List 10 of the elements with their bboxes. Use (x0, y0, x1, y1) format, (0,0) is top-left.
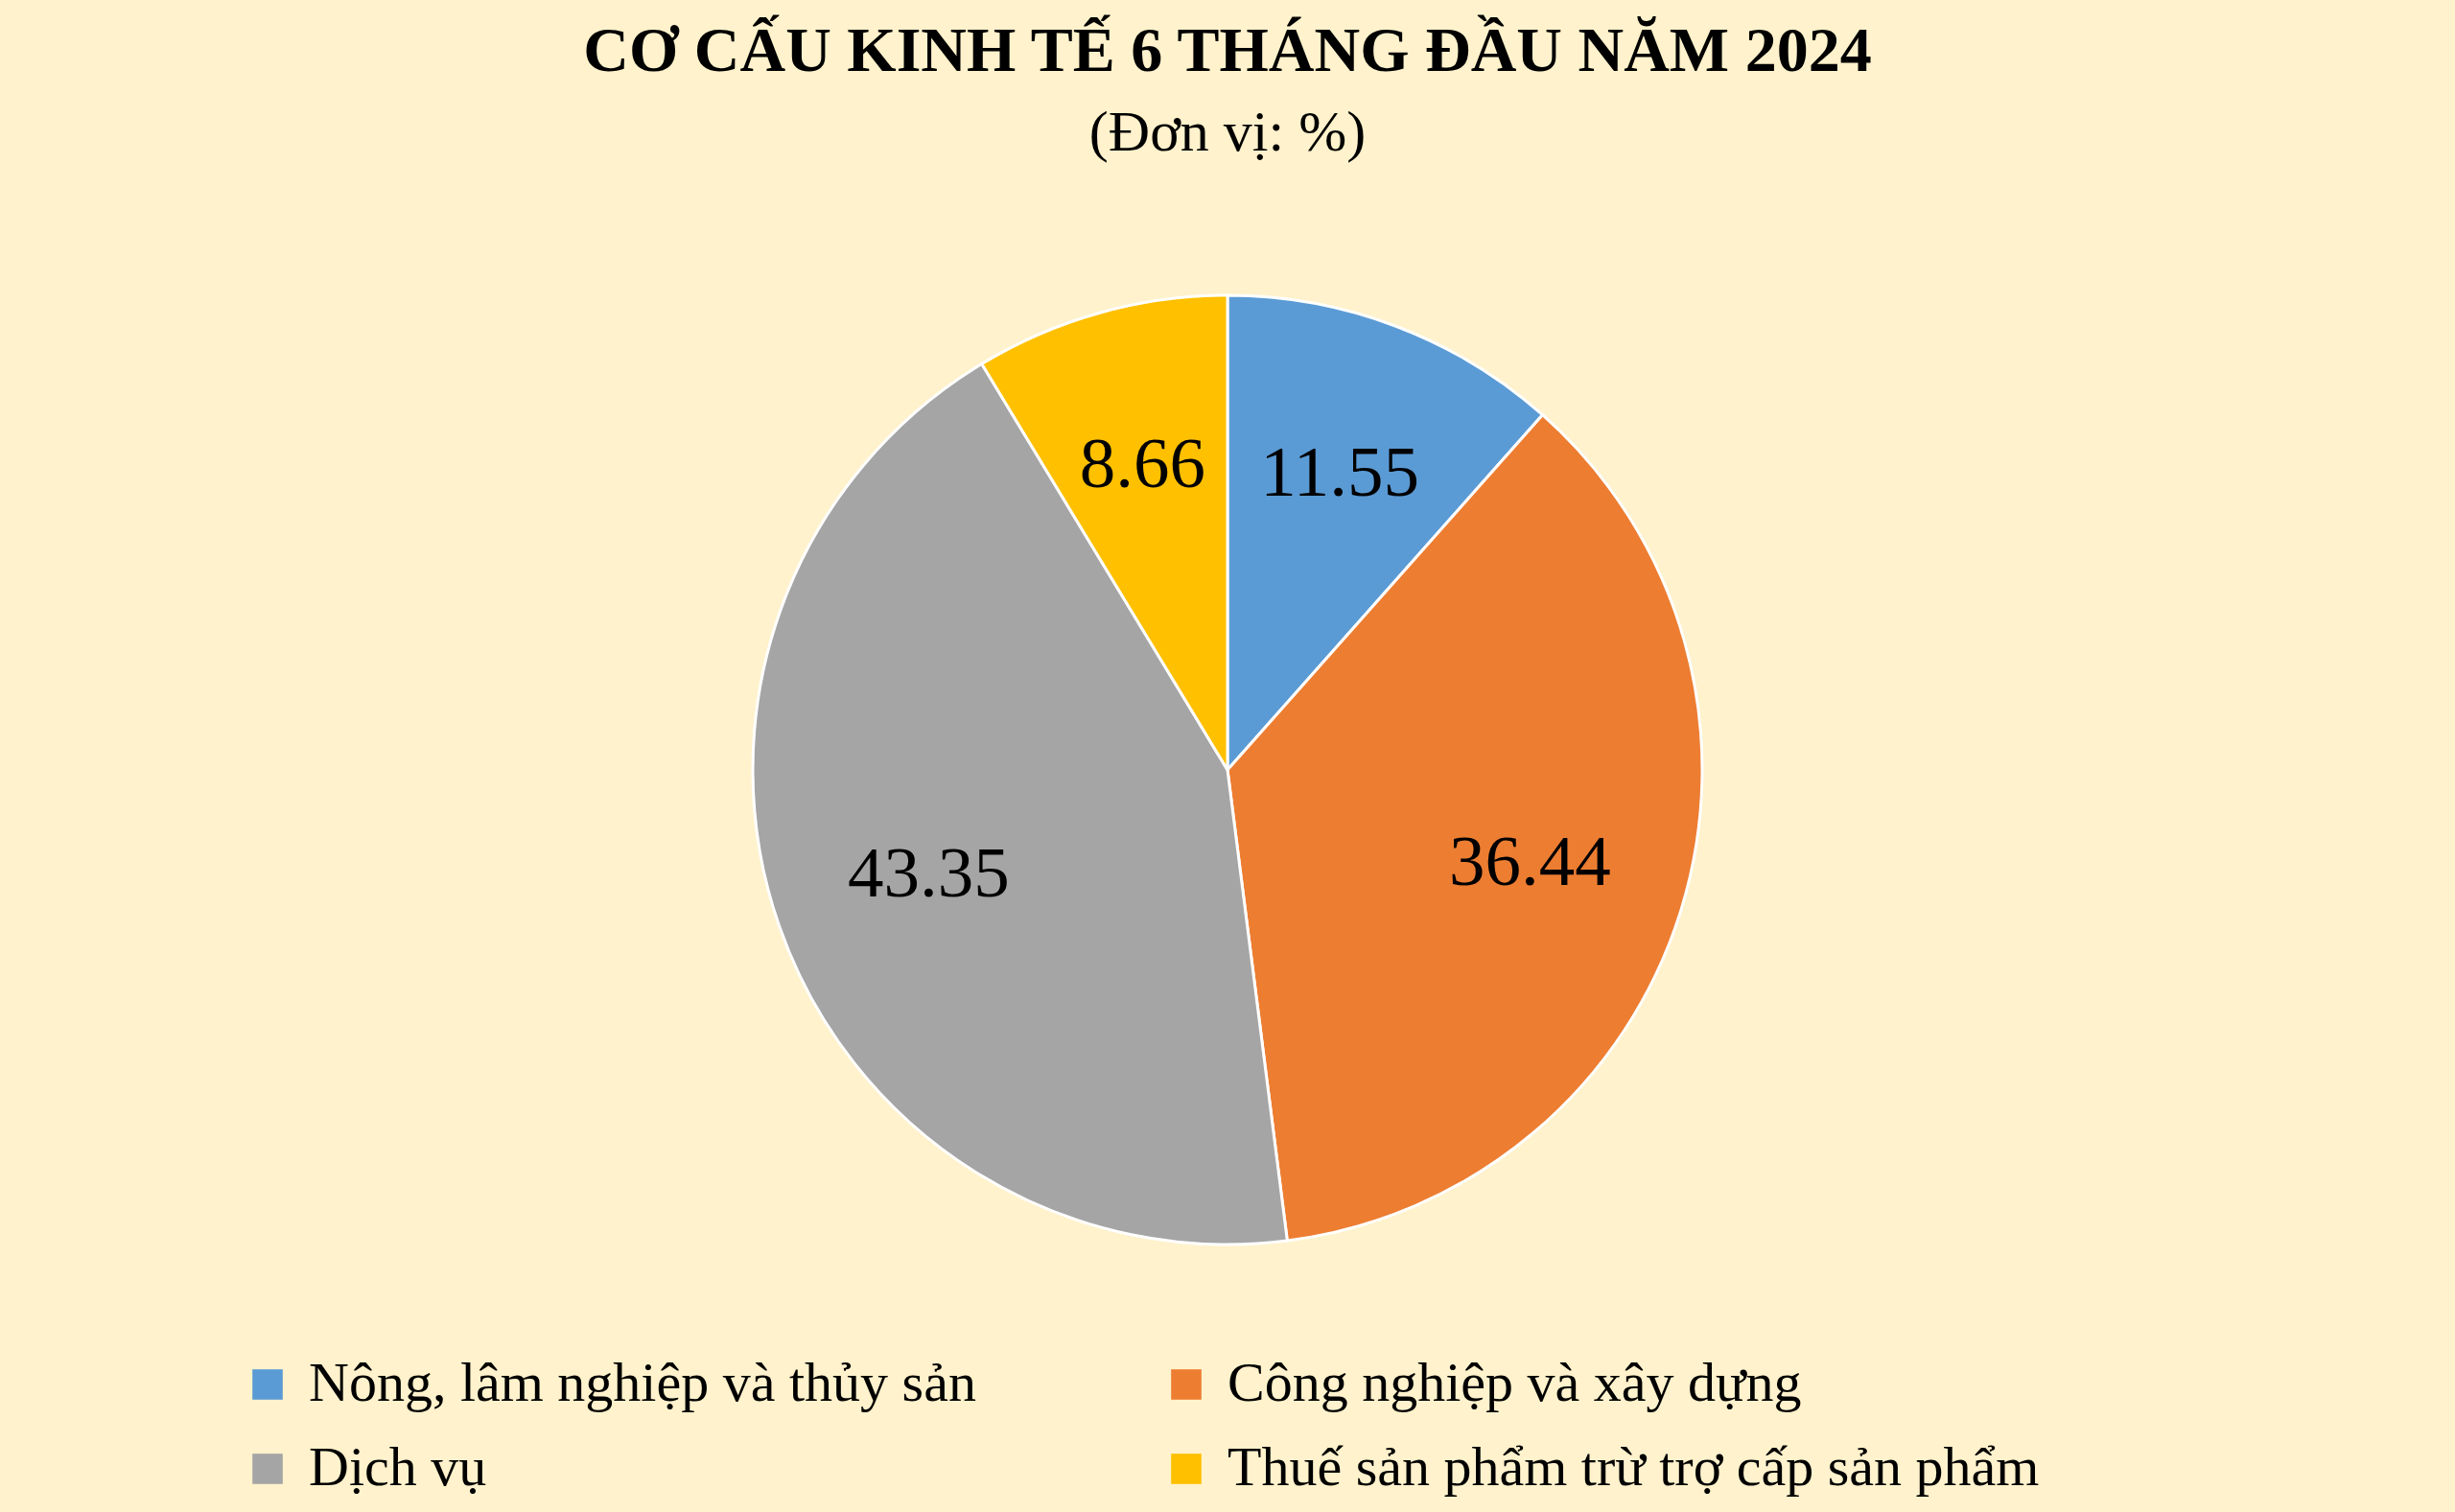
data-label: 36.44 (1448, 821, 1611, 901)
legend-label: Công nghiệp và xây dựng (1228, 1351, 1802, 1413)
legend-label: Dịch vụ (309, 1435, 487, 1498)
data-label: 8.66 (1079, 423, 1205, 503)
data-label: 11.55 (1260, 431, 1420, 512)
chart-subtitle: (Đơn vị: %) (1088, 100, 1367, 163)
data-label: 43.35 (847, 831, 1010, 912)
legend-label: Thuế sản phẩm trừ trợ cấp sản phẩm (1228, 1435, 2040, 1498)
legend-label: Nông, lâm nghiệp và thủy sản (309, 1351, 976, 1413)
chart-title: CƠ CẤU KINH TẾ 6 THÁNG ĐẦU NĂM 2024 (583, 14, 1872, 84)
